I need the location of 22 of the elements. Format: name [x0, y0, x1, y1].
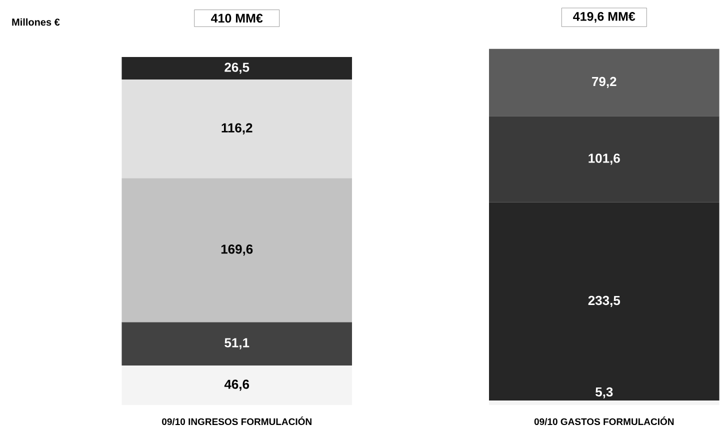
total-label: 410 MM€ — [210, 14, 263, 23]
bar — [489, 48, 720, 116]
x-tick-label: 09/10 GASTOS FORMULACIÓN — [534, 416, 674, 426]
data-label: 5,3 — [596, 387, 613, 398]
bar — [122, 57, 352, 80]
bar — [489, 116, 720, 202]
bar — [122, 322, 352, 366]
data-label: 233,5 — [588, 296, 620, 307]
data-label: 116,2 — [222, 123, 252, 134]
text: Millones € — [12, 18, 60, 26]
total-label: 419,6 MM€ — [573, 12, 636, 23]
x-tick-label: 09/10 INGRESOS FORMULACIÓN — [162, 416, 312, 426]
bar — [489, 400, 720, 405]
bar — [122, 365, 352, 405]
data-label: 169,6 — [221, 244, 253, 256]
bar — [122, 178, 352, 322]
data-label: 46,6 — [224, 380, 250, 391]
bar — [122, 79, 352, 178]
data-label: 51,1 — [224, 338, 250, 350]
data-label: 26,5 — [224, 62, 250, 74]
data-label: 79,2 — [592, 76, 616, 88]
data-label: 101,6 — [588, 154, 620, 165]
